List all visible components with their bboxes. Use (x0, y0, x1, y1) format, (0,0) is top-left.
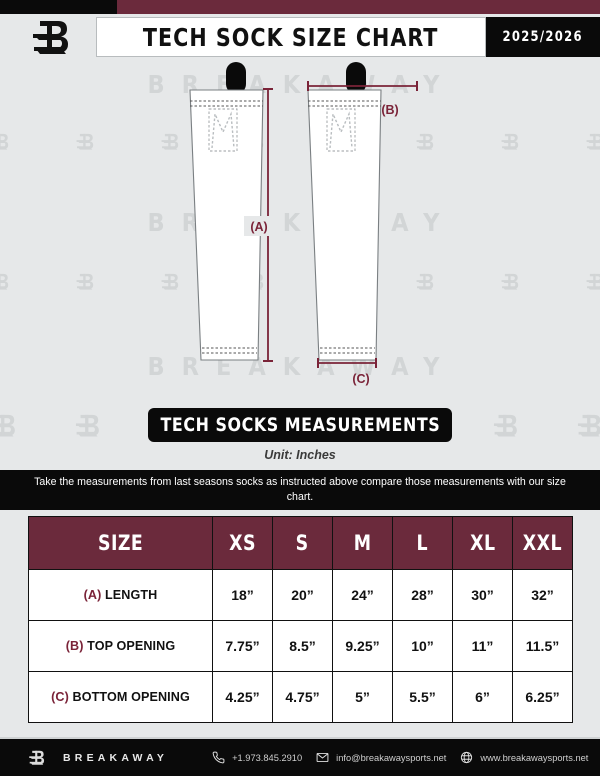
table-header-label: XL (469, 531, 496, 555)
measurement-name: TOP OPENING (87, 639, 176, 653)
top-accent-bar (0, 0, 600, 14)
table-header-l: L (392, 516, 453, 570)
table-header-size: SIZE (28, 516, 213, 570)
envelope-icon (316, 751, 329, 764)
table-cell-value: 28” (392, 569, 453, 621)
table-row: (A) LENGTH 18” 20” 24” 28” 30” 32” (28, 569, 573, 621)
table-row-label: (C) BOTTOM OPENING (28, 671, 213, 723)
breakaway-b-watermark (0, 414, 15, 437)
footer-breakaway-logo (28, 748, 50, 768)
breakaway-b-watermark (577, 414, 600, 437)
measurement-tag: (B) (65, 639, 88, 653)
breakaway-b-watermark (76, 133, 94, 150)
table-header-xl: XL (452, 516, 513, 570)
size-table: SIZE XS S M L XL XXL (A) LENGTH 18” 20” 24” 28” 30”… (28, 516, 573, 723)
table-row-label: (A) LENGTH (28, 569, 213, 621)
table-header-label: M (353, 531, 372, 555)
sock-front-view: (A) (189, 62, 274, 362)
season-badge: 2025/2026 (486, 17, 600, 57)
table-cell-value: 7.75” (212, 620, 273, 672)
footer-website-text: www.breakawaysports.net (480, 752, 589, 763)
table-cell-value: 32” (512, 569, 573, 621)
table-header-label: XXL (522, 531, 563, 555)
table-cell-value: 4.25” (212, 671, 273, 723)
measurement-tag: (A) (83, 588, 105, 602)
table-header-s: S (272, 516, 333, 570)
top-opening-label: (B) (381, 103, 398, 117)
table-cell-value: 18” (212, 569, 273, 621)
table-cell-value: 9.25” (332, 620, 393, 672)
breakaway-b-logo (26, 16, 86, 60)
table-cell-value: 10” (392, 620, 453, 672)
table-cell-value: 20” (272, 569, 333, 621)
table-cell-value: 6.25” (512, 671, 573, 723)
footer-email-text: info@breakawaysports.net (336, 752, 447, 763)
breakaway-b-watermark (161, 273, 179, 290)
table-cell-value: 5” (332, 671, 393, 723)
breakaway-b-watermark (0, 273, 9, 290)
sock-back-view: (B) (C) (307, 62, 418, 386)
breakaway-b-watermark (416, 133, 434, 150)
breakaway-b-watermark (501, 133, 519, 150)
breakaway-b-watermark (0, 133, 9, 150)
table-cell-value: 11” (452, 620, 513, 672)
page-header: TECH SOCK SIZE CHART 2025/2026 (0, 14, 600, 60)
bottom-opening-label: (C) (352, 372, 369, 386)
measurement-name: BOTTOM OPENING (72, 690, 190, 704)
table-cell-value: 8.5” (272, 620, 333, 672)
table-header-row: SIZE XS S M L XL XXL (28, 516, 573, 570)
top-black-bar (0, 0, 117, 14)
measurement-tag: (C) (51, 690, 73, 704)
unit-label: Unit: Inches (264, 448, 336, 462)
measurements-banner: TECH SOCKS MEASUREMENTS (148, 408, 452, 442)
table-header-xxl: XXL (512, 516, 573, 570)
breakaway-b-watermark (494, 414, 518, 437)
season-badge-text: 2025/2026 (502, 29, 584, 45)
breakaway-b-watermark (76, 273, 94, 290)
table-row-label: (B) TOP OPENING (28, 620, 213, 672)
sock-diagrams: (A) (B) (C) (0, 60, 600, 405)
breakaway-b-watermark (501, 273, 519, 290)
measurement-name: LENGTH (105, 588, 158, 602)
table-header-label: S (296, 531, 309, 555)
instruction-strip: Take the measurements from last seasons … (0, 470, 600, 510)
breakaway-b-watermark (586, 273, 600, 290)
breakaway-b-watermark (75, 414, 99, 437)
footer-website[interactable]: www.breakawaysports.net (460, 751, 588, 764)
footer-brand-name: BREAKAWAY (63, 751, 169, 764)
page-title: TECH SOCK SIZE CHART (96, 17, 486, 57)
instruction-text: Take the measurements from last seasons … (34, 475, 566, 503)
table-cell-value: 30” (452, 569, 513, 621)
watermark-text: BREAKAWAY (147, 352, 457, 381)
breakaway-b-watermark (161, 133, 179, 150)
table-cell-value: 5.5” (392, 671, 453, 723)
table-header-m: M (332, 516, 393, 570)
length-label: (A) (250, 220, 267, 234)
footer-email[interactable]: info@breakawaysports.net (316, 751, 446, 764)
measurements-banner-text: TECH SOCKS MEASUREMENTS (160, 414, 440, 436)
breakaway-b-watermark (416, 273, 434, 290)
page-title-text: TECH SOCK SIZE CHART (143, 22, 439, 52)
table-header-label: L (416, 531, 429, 555)
globe-icon (460, 751, 473, 764)
table-header-label: SIZE (97, 531, 144, 555)
phone-icon (212, 751, 225, 764)
breakaway-b-watermark (586, 133, 600, 150)
footer-phone[interactable]: +1.973.845.2910 (212, 751, 302, 764)
page-footer: BREAKAWAY +1.973.845.2910 info@breaka (0, 737, 600, 776)
table-cell-value: 24” (332, 569, 393, 621)
footer-phone-text: +1.973.845.2910 (232, 752, 303, 763)
table-row: (B) TOP OPENING 7.75” 8.5” 9.25” 10” 11” 11.5” (28, 620, 573, 672)
table-header-label: XS (229, 531, 256, 555)
table-cell-value: 6” (452, 671, 513, 723)
table-row: (C) BOTTOM OPENING 4.25” 4.75” 5” 5.5” 6” 6.25… (28, 671, 573, 723)
table-header-xs: XS (212, 516, 273, 570)
table-cell-value: 11.5” (512, 620, 573, 672)
table-cell-value: 4.75” (272, 671, 333, 723)
